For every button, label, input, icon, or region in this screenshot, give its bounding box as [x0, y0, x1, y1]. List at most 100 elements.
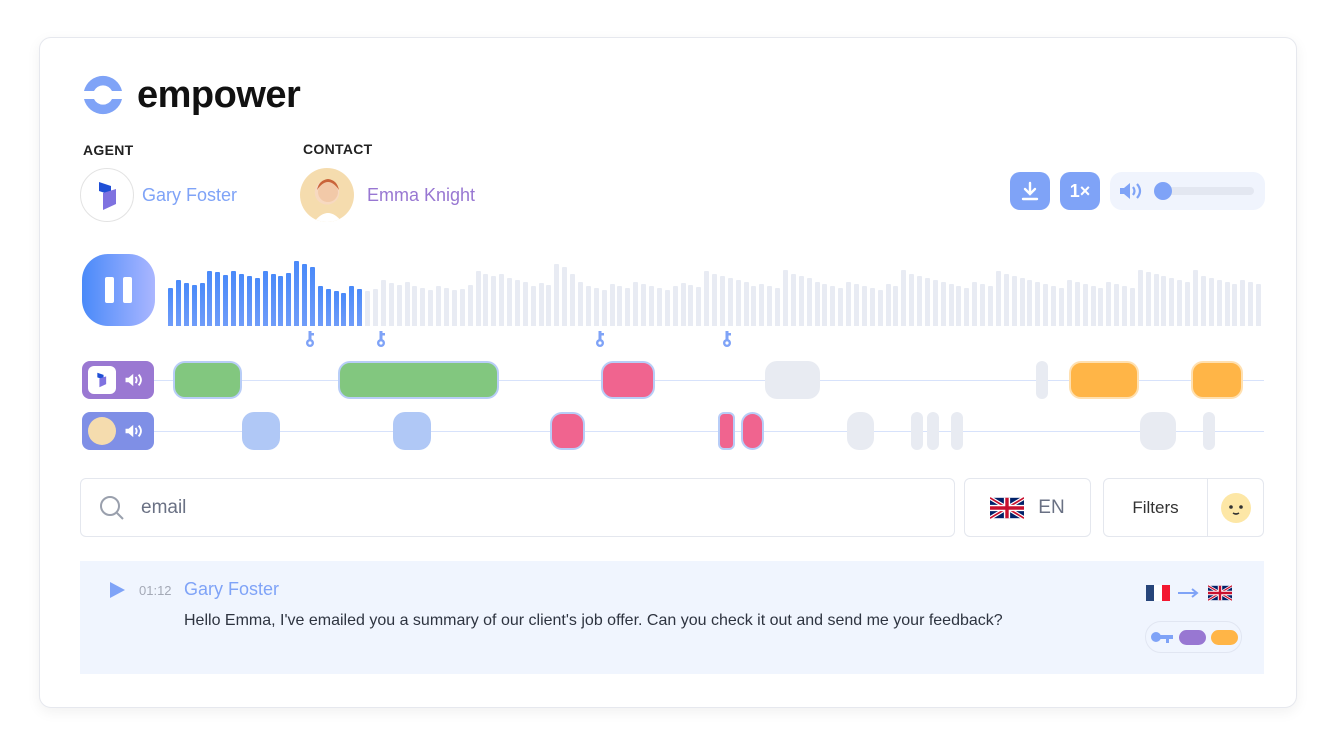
emoji-filter-button[interactable] [1208, 479, 1263, 536]
waveform-bar [1027, 280, 1033, 326]
key-icon [1150, 632, 1173, 643]
fr-flag-icon [1146, 585, 1170, 601]
uk-flag-icon [1208, 585, 1232, 601]
waveform-bar [672, 286, 678, 326]
waveform-bar [1114, 284, 1120, 326]
contact-segment-neutral[interactable] [1203, 412, 1215, 450]
download-icon [1021, 181, 1039, 201]
contact-track-chip[interactable] [82, 412, 154, 450]
contact-avatar [300, 168, 354, 222]
transcript-entry[interactable]: 01:12 Gary Foster Hello Emma, I've email… [80, 561, 1264, 674]
contact-segment-neutral[interactable] [1140, 412, 1176, 450]
waveform-bar [309, 267, 315, 326]
waveform-bar [617, 286, 623, 326]
waveform-bar [238, 274, 244, 326]
waveform-bar [948, 284, 954, 326]
waveform-bar [712, 274, 718, 326]
contact-segment-neutral[interactable] [847, 412, 874, 450]
waveform-bar [759, 284, 765, 326]
waveform-bar [861, 286, 867, 326]
contact-segment-neutral[interactable] [951, 412, 963, 450]
waveform-bar [917, 276, 923, 326]
waveform-bar [183, 283, 189, 326]
waveform-bar [1051, 286, 1057, 326]
waveform-bar [223, 275, 229, 326]
contact-segment-negative[interactable] [550, 412, 585, 450]
waveform-bar [877, 290, 883, 326]
contact-name[interactable]: Emma Knight [367, 185, 476, 205]
waveform-bar [585, 286, 591, 326]
volume-control [1110, 172, 1265, 210]
emoji-face-icon [1220, 492, 1251, 523]
waveform-bar [1200, 276, 1206, 326]
waveform-bar [656, 288, 662, 326]
search-box[interactable] [80, 478, 955, 537]
agent-segment-neutral[interactable] [765, 361, 820, 399]
waveform-bar [664, 290, 670, 326]
entry-speaker: Gary Foster [184, 579, 280, 599]
agent-segment-warning[interactable] [1069, 361, 1139, 399]
waveform-bar [1177, 280, 1183, 326]
key-icon[interactable] [721, 330, 733, 348]
waveform-bar [1003, 274, 1009, 326]
waveform-bar [1185, 282, 1191, 326]
waveform-bar [475, 271, 481, 326]
language-selector[interactable]: EN [964, 478, 1091, 537]
waveform-bar [420, 288, 426, 326]
waveform-bar [633, 282, 639, 326]
waveform-bar [972, 282, 978, 326]
waveform-bar [735, 280, 741, 326]
contact-label: CONTACT [303, 141, 373, 157]
play-icon[interactable] [108, 581, 126, 599]
waveform-bar [1232, 284, 1238, 326]
waveform-bar [1216, 280, 1222, 326]
key-icon[interactable] [375, 330, 387, 348]
waveform-bar [806, 278, 812, 326]
pause-button[interactable] [82, 254, 155, 326]
filters-button[interactable]: Filters [1104, 479, 1208, 536]
waveform-bar [609, 284, 615, 326]
arrow-right-icon [1178, 588, 1199, 598]
waveform-bar [246, 276, 252, 326]
contact-segment-negative[interactable] [741, 412, 764, 450]
waveform-bar [790, 274, 796, 326]
contact-segment-neutral[interactable] [927, 412, 939, 450]
waveform-bar [751, 286, 757, 326]
waveform-bar [570, 274, 576, 326]
agent-segment-warning[interactable] [1191, 361, 1243, 399]
waveform-bar [846, 282, 852, 326]
contact-segment-neutral[interactable] [911, 412, 923, 450]
contact-segment-contact[interactable] [393, 412, 431, 450]
volume-handle[interactable] [1154, 182, 1172, 200]
speed-button[interactable]: 1× [1060, 172, 1100, 210]
waveform-bar [373, 289, 378, 326]
waveform-bar [491, 276, 497, 326]
entry-tags [1145, 621, 1242, 653]
waveform-bar [648, 286, 654, 326]
agent-segment-positive[interactable] [338, 361, 499, 399]
waveform-bar [325, 289, 331, 326]
waveform-bar [530, 286, 536, 326]
waveform-bar [1011, 276, 1017, 326]
download-button[interactable] [1010, 172, 1050, 210]
agent-label: AGENT [83, 142, 134, 158]
contact-segment-negative[interactable] [718, 412, 735, 450]
waveform-bar [467, 285, 473, 326]
agent-segment-positive[interactable] [173, 361, 242, 399]
waveform-bar [869, 288, 875, 326]
contact-segment-contact[interactable] [242, 412, 280, 450]
agent-segment-negative[interactable] [601, 361, 655, 399]
waveform[interactable] [168, 256, 1264, 326]
speaker-icon [125, 424, 142, 438]
speaker-icon[interactable] [1118, 181, 1144, 201]
agent-track-chip[interactable] [82, 361, 154, 399]
agent-segment-neutral[interactable] [1036, 361, 1048, 399]
key-icon[interactable] [594, 330, 606, 348]
waveform-bar [1074, 282, 1080, 326]
agent-name[interactable]: Gary Foster [142, 185, 238, 205]
waveform-bar [980, 284, 986, 326]
volume-slider[interactable] [1156, 187, 1254, 195]
search-input[interactable] [141, 493, 921, 523]
key-icon[interactable] [304, 330, 316, 348]
waveform-bar [412, 286, 418, 326]
